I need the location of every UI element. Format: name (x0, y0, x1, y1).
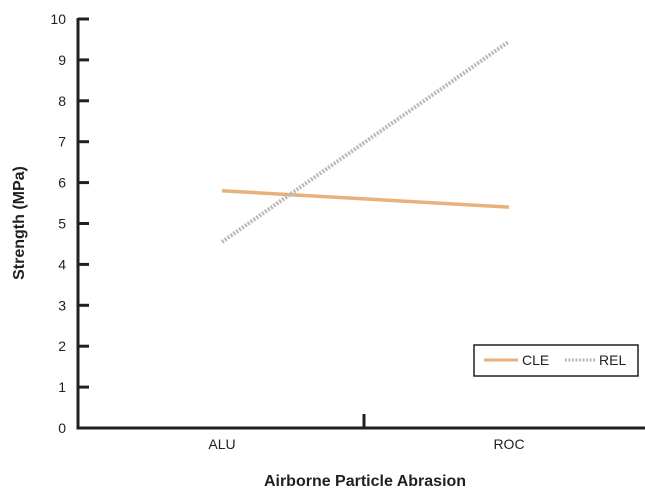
y-tick-label: 10 (50, 11, 66, 27)
y-tick-label: 1 (58, 379, 66, 395)
y-tick-label: 9 (58, 52, 66, 68)
legend: CLE REL (473, 344, 639, 377)
y-axis-ticks: 0 1 2 3 4 5 6 7 8 9 10 (50, 11, 89, 436)
y-tick-label: 4 (58, 256, 66, 272)
y-tick-label: 3 (58, 297, 66, 313)
y-tick-label: 2 (58, 338, 66, 354)
y-tick-label: 5 (58, 216, 66, 232)
series-line-rel (220, 39, 511, 244)
y-tick-label: 8 (58, 93, 66, 109)
x-tick-label: ROC (493, 436, 524, 452)
series-layer (220, 39, 511, 244)
y-axis-title: Strength (MPa) (11, 166, 28, 280)
legend-label-rel: REL (599, 352, 626, 368)
x-tick-label: ALU (208, 436, 235, 452)
y-tick-label: 7 (58, 134, 66, 150)
legend-label-cle: CLE (522, 352, 549, 368)
x-axis-ticks: ALU ROC (208, 436, 524, 452)
y-tick-label: 0 (58, 420, 66, 436)
series-line-cle (221, 189, 510, 209)
y-tick-label: 6 (58, 175, 66, 191)
x-axis-title: Airborne Particle Abrasion (264, 473, 466, 488)
